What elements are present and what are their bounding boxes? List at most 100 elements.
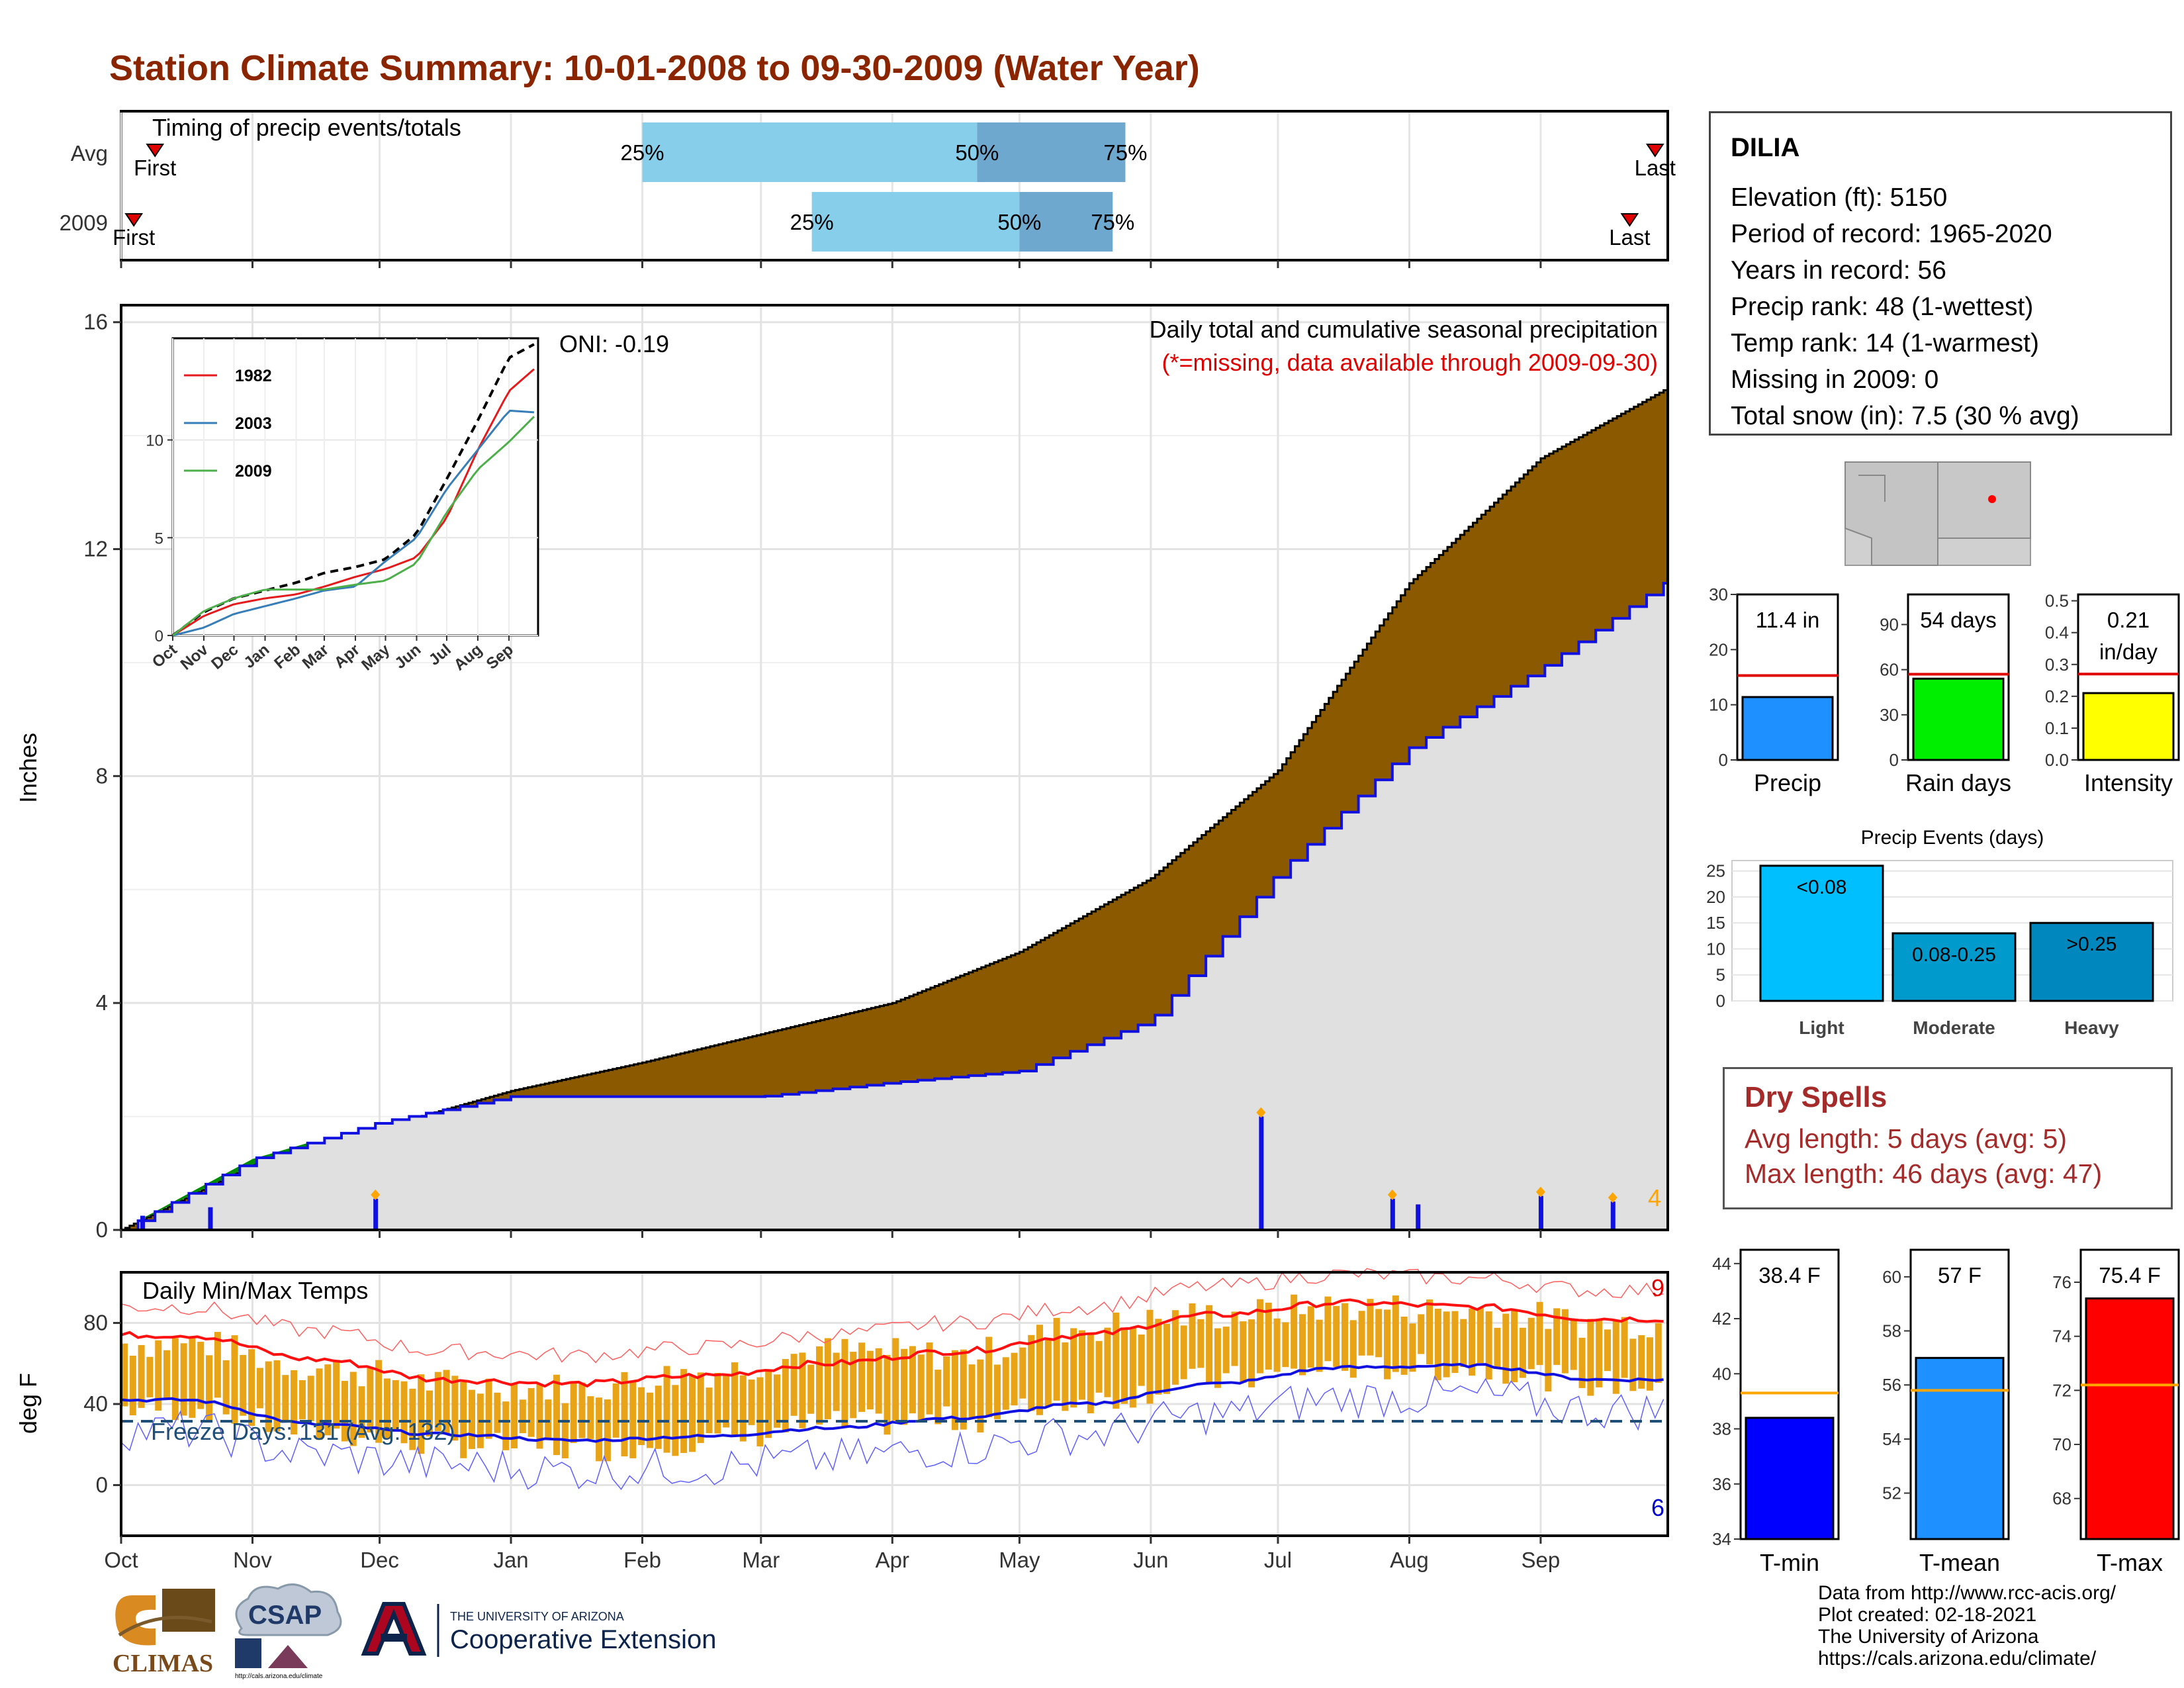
daily-temp-bar — [1307, 1306, 1314, 1368]
daily-temp-bar — [197, 1342, 205, 1409]
mini-bar-y-tick-label: 30 — [1880, 705, 1899, 725]
daily-temp-bar — [494, 1392, 501, 1433]
month-tick-label: Sep — [1522, 1548, 1561, 1572]
daily-temp-bar — [875, 1348, 882, 1414]
daily-temp-bar — [1655, 1323, 1662, 1383]
daily-temp-bar — [273, 1360, 281, 1432]
daily-temp-bar — [1138, 1335, 1145, 1386]
events-category-label: Light — [1799, 1017, 1844, 1038]
temp-bar-y-tick-label: 34 — [1712, 1529, 1731, 1549]
daily-temp-bar — [392, 1380, 399, 1431]
daily-temp-bar — [1485, 1311, 1492, 1380]
credit-line: Data from http://www.rcc-acis.org/ — [1818, 1582, 2116, 1604]
daily-temp-bar — [451, 1376, 459, 1441]
daily-temp-bar — [511, 1383, 518, 1448]
daily-temp-bar — [1646, 1337, 1653, 1391]
daily-temp-bar — [1298, 1314, 1306, 1376]
credit-line: Plot created: 02-18-2021 — [1818, 1604, 2037, 1626]
daily-temp-bar — [1002, 1357, 1009, 1410]
events-category-label: Moderate — [1913, 1017, 1995, 1038]
temp-bar-value: 38.4 F — [1758, 1263, 1821, 1288]
precip-y-tick-label: 12 — [83, 537, 108, 561]
daily-temp-bar — [1494, 1327, 1501, 1370]
daily-temp-bar — [824, 1338, 831, 1419]
daily-temp-bar — [1231, 1311, 1238, 1366]
events-y-tick-label: 25 — [1706, 861, 1725, 881]
daily-temp-bar — [646, 1392, 653, 1448]
last-event-label: Last — [1609, 225, 1650, 250]
precip-frame — [120, 304, 1669, 1231]
daily-precip-bar — [1610, 1201, 1615, 1230]
daily-temp-bar — [858, 1342, 866, 1412]
daily-temp-bar — [138, 1344, 145, 1408]
daily-temp-bar — [1028, 1335, 1035, 1411]
daily-temp-bar — [816, 1346, 823, 1425]
daily-temp-bar — [1265, 1302, 1272, 1370]
daily-temp-bar — [1477, 1307, 1484, 1364]
temp-bar-y-tick-label: 76 — [2052, 1272, 2071, 1292]
timing-row-avg-label: Avg — [71, 141, 108, 165]
daily-temp-bar — [1367, 1299, 1374, 1356]
daily-temp-bar — [1079, 1330, 1086, 1400]
daily-temp-bar — [977, 1359, 984, 1432]
temp-header: Daily Min/Max Temps — [142, 1277, 368, 1304]
daily-temp-bar — [570, 1381, 577, 1443]
daily-temp-bar — [1561, 1309, 1569, 1374]
daily-temp-bar — [1197, 1319, 1205, 1368]
events-bar-light — [1759, 865, 1884, 1002]
daily-temp-bar — [1095, 1340, 1103, 1393]
temp-bar-y-tick-label: 42 — [1712, 1309, 1731, 1329]
daily-temp-bar — [1206, 1305, 1213, 1383]
daily-temp-bar — [316, 1368, 323, 1440]
daily-temp-bar — [748, 1380, 755, 1425]
daily-temp-bar — [324, 1364, 332, 1436]
svg-text:Cooperative Extension: Cooperative Extension — [450, 1625, 716, 1654]
events-y-tick-label: 5 — [1716, 965, 1725, 985]
record-day-marker — [1387, 1189, 1397, 1200]
daily-temp-bar — [256, 1368, 263, 1409]
daily-temp-bar — [291, 1370, 298, 1434]
daily-temp-bar — [349, 1372, 357, 1446]
daily-temp-bar — [383, 1378, 390, 1440]
daily-temp-bar — [206, 1355, 213, 1423]
precip-timing-panel: 25% 50% 75% First Last 25% 50% 75% First Last Tim… — [60, 110, 1676, 268]
inset-2009-line — [172, 416, 535, 637]
daily-temp-bar — [850, 1352, 857, 1419]
daily-temp-bar — [604, 1399, 611, 1462]
daily-temp-bar — [129, 1355, 136, 1416]
temp-bar-y-tick-label: 58 — [1882, 1321, 1901, 1341]
daily-temp-bar — [926, 1342, 933, 1415]
events-bar-label: <0.08 — [1797, 876, 1847, 898]
daily-temp-bar — [1349, 1320, 1357, 1378]
daily-temp-bar — [409, 1388, 416, 1450]
svg-text:THE UNIVERSITY OF ARIZONA: THE UNIVERSITY OF ARIZONA — [450, 1610, 624, 1623]
daily-temp-bar — [587, 1396, 594, 1439]
temp-bar-y-tick-label: 38 — [1712, 1419, 1731, 1439]
daily-temp-bar — [1240, 1321, 1247, 1383]
precip-header: Daily total and cumulative seasonal prec… — [1150, 316, 1658, 343]
temperature-summary-bars: 38.4 F 34 36 38 40 42 44 T-min 57 F 52 54 56 58 60 T-m… — [1712, 1248, 2180, 1576]
daily-temp-bar — [774, 1374, 781, 1428]
daily-temp-bar — [833, 1352, 840, 1411]
daily-temp-bar — [553, 1374, 561, 1456]
daily-temp-bar — [807, 1364, 815, 1414]
daily-temp-bar — [934, 1370, 942, 1425]
precip-subheader: (*=missing, data available through 2009-… — [1162, 349, 1658, 376]
daily-temp-bar — [1341, 1303, 1348, 1371]
daily-temp-bar — [1604, 1329, 1611, 1372]
precip-y-tick-label: 4 — [96, 990, 108, 1015]
month-tick-label: Oct — [104, 1548, 138, 1572]
mini-bar-y-tick-label: 0 — [1889, 750, 1899, 770]
credits: Data from http://www.rcc-acis.org/Plot c… — [1818, 1582, 2116, 1669]
events-y-tick-label: 15 — [1706, 913, 1725, 933]
daily-temp-bar — [943, 1356, 950, 1407]
temp-bar-y-tick-label: 56 — [1882, 1375, 1901, 1395]
month-tick-label: Feb — [623, 1548, 661, 1572]
daily-temp-bar — [1256, 1299, 1263, 1374]
timing-title: Timing of precip events/totals — [152, 114, 461, 141]
daily-temp-bar — [1638, 1335, 1645, 1389]
daily-temp-bar — [629, 1382, 637, 1458]
temp-bar-value: 57 F — [1938, 1263, 1981, 1288]
mini-bar-y-tick-label: 0.0 — [2045, 750, 2069, 770]
daily-temp-bar — [951, 1350, 958, 1430]
